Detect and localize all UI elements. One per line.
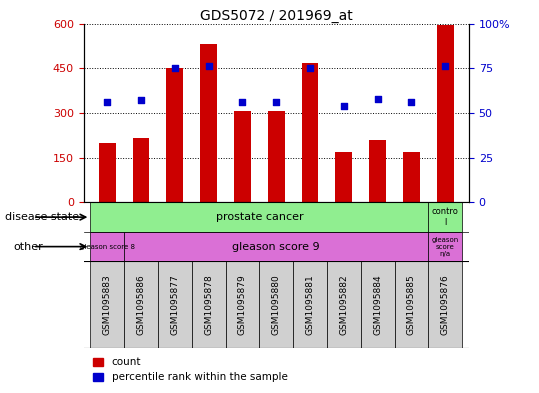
- Text: GSM1095884: GSM1095884: [373, 274, 382, 335]
- Bar: [91, 261, 124, 348]
- Point: [103, 99, 112, 105]
- Text: GSM1095876: GSM1095876: [441, 274, 450, 335]
- Text: gleason score 9: gleason score 9: [232, 242, 320, 252]
- Bar: [429, 232, 462, 261]
- Bar: [369, 140, 386, 202]
- Bar: [403, 152, 420, 202]
- Bar: [91, 202, 429, 232]
- Point: [238, 99, 247, 105]
- Point: [441, 63, 450, 70]
- Text: GSM1095879: GSM1095879: [238, 274, 247, 335]
- Bar: [429, 261, 462, 348]
- Legend: count, percentile rank within the sample: count, percentile rank within the sample: [89, 353, 292, 387]
- Bar: [192, 261, 225, 348]
- Text: gleason score 8: gleason score 8: [80, 244, 135, 250]
- Bar: [302, 63, 319, 202]
- Bar: [429, 202, 462, 232]
- Point: [137, 97, 146, 104]
- Bar: [259, 261, 293, 348]
- Point: [407, 99, 416, 105]
- Bar: [335, 152, 353, 202]
- Bar: [225, 261, 259, 348]
- Text: GSM1095877: GSM1095877: [170, 274, 179, 335]
- Text: other: other: [13, 242, 43, 252]
- Text: GSM1095880: GSM1095880: [272, 274, 281, 335]
- Bar: [99, 143, 116, 202]
- Bar: [268, 112, 285, 202]
- Bar: [361, 261, 395, 348]
- Text: GSM1095885: GSM1095885: [407, 274, 416, 335]
- Bar: [167, 68, 183, 202]
- Point: [272, 99, 280, 105]
- Bar: [327, 261, 361, 348]
- Bar: [91, 232, 124, 261]
- Bar: [158, 261, 192, 348]
- Point: [306, 65, 314, 72]
- Point: [204, 63, 213, 70]
- Bar: [200, 44, 217, 202]
- Text: gleason
score
n/a: gleason score n/a: [432, 237, 459, 257]
- Point: [374, 95, 382, 102]
- Text: GSM1095883: GSM1095883: [103, 274, 112, 335]
- Bar: [124, 232, 429, 261]
- Title: GDS5072 / 201969_at: GDS5072 / 201969_at: [200, 9, 353, 22]
- Text: GSM1095878: GSM1095878: [204, 274, 213, 335]
- Text: disease state: disease state: [5, 212, 80, 222]
- Bar: [293, 261, 327, 348]
- Bar: [234, 112, 251, 202]
- Text: prostate cancer: prostate cancer: [216, 212, 303, 222]
- Point: [170, 65, 179, 72]
- Text: GSM1095886: GSM1095886: [136, 274, 146, 335]
- Text: GSM1095881: GSM1095881: [306, 274, 315, 335]
- Text: contro
l: contro l: [432, 208, 459, 227]
- Bar: [395, 261, 429, 348]
- Text: GSM1095882: GSM1095882: [340, 274, 348, 335]
- Bar: [437, 25, 454, 202]
- Bar: [133, 138, 149, 202]
- Bar: [124, 261, 158, 348]
- Point: [340, 103, 348, 109]
